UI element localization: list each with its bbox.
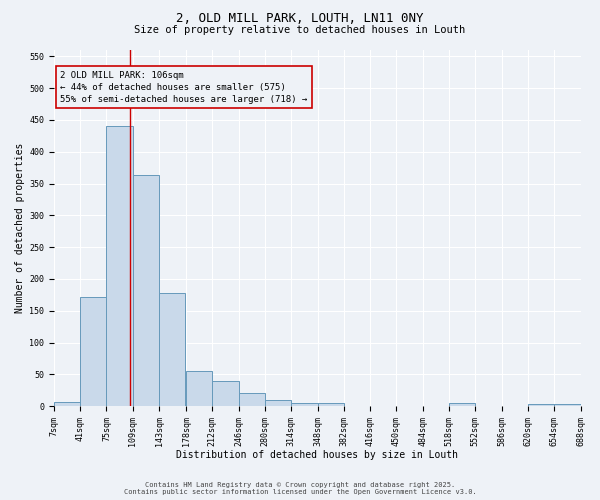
Bar	[317, 403, 344, 406]
Bar	[186, 371, 212, 406]
Y-axis label: Number of detached properties: Number of detached properties	[15, 143, 25, 313]
Bar	[291, 403, 317, 406]
Bar	[54, 402, 80, 406]
Bar	[106, 126, 133, 406]
Text: Contains public sector information licensed under the Open Government Licence v3: Contains public sector information licen…	[124, 489, 476, 495]
Bar	[449, 403, 475, 406]
X-axis label: Distribution of detached houses by size in Louth: Distribution of detached houses by size …	[176, 450, 458, 460]
Bar	[80, 296, 106, 406]
Text: 2, OLD MILL PARK, LOUTH, LN11 0NY: 2, OLD MILL PARK, LOUTH, LN11 0NY	[176, 12, 424, 26]
Bar	[159, 293, 185, 406]
Text: Contains HM Land Registry data © Crown copyright and database right 2025.: Contains HM Land Registry data © Crown c…	[145, 482, 455, 488]
Bar	[133, 176, 159, 406]
Bar	[212, 380, 239, 406]
Bar	[239, 393, 265, 406]
Bar	[528, 404, 554, 406]
Bar	[265, 400, 291, 406]
Bar	[554, 404, 581, 406]
Text: 2 OLD MILL PARK: 106sqm
← 44% of detached houses are smaller (575)
55% of semi-d: 2 OLD MILL PARK: 106sqm ← 44% of detache…	[60, 71, 307, 104]
Text: Size of property relative to detached houses in Louth: Size of property relative to detached ho…	[134, 25, 466, 35]
